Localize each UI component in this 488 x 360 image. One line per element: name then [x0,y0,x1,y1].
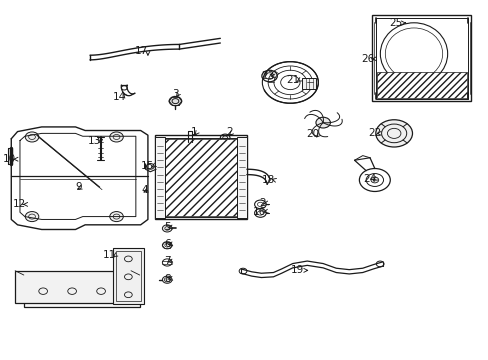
Bar [375,18,467,99]
Text: 7: 7 [163,256,170,266]
Text: 11: 11 [103,249,116,260]
Text: 19: 19 [290,265,303,275]
Bar [155,137,164,218]
Text: 22: 22 [367,129,380,138]
Bar [112,248,144,304]
Text: 6: 6 [163,239,170,249]
Circle shape [315,117,330,128]
Circle shape [370,177,378,183]
Circle shape [25,212,39,222]
Bar [24,275,140,307]
Bar [376,72,466,98]
Text: 12: 12 [13,199,26,210]
Bar [116,251,141,301]
Text: 5: 5 [163,222,170,232]
Circle shape [375,120,412,147]
Text: 25: 25 [388,18,402,28]
Circle shape [109,132,123,142]
Text: 15: 15 [141,161,154,171]
Text: 26: 26 [361,54,374,64]
Circle shape [25,132,39,142]
Text: 24: 24 [362,174,376,184]
Text: 2: 2 [259,198,265,208]
Text: 17: 17 [134,46,147,56]
Text: 9: 9 [75,182,81,192]
Text: 10: 10 [3,154,16,164]
Text: 14: 14 [113,92,126,102]
Bar [155,135,246,220]
Text: 20: 20 [305,129,319,139]
Text: 8: 8 [163,274,170,284]
Circle shape [220,134,229,141]
Circle shape [162,276,172,283]
Text: 2: 2 [225,127,232,137]
Circle shape [162,225,172,232]
Text: 1: 1 [191,127,197,136]
Text: 3: 3 [171,89,178,99]
Bar [372,15,470,101]
Bar [237,137,246,218]
Text: 23: 23 [261,71,274,81]
Circle shape [109,212,123,222]
Bar [160,139,242,216]
Text: 16: 16 [252,207,265,217]
Text: 13: 13 [87,136,101,145]
Text: 18: 18 [261,175,274,185]
Text: 21: 21 [285,75,299,85]
Bar [302,78,315,89]
Circle shape [169,96,182,106]
Text: 4: 4 [141,185,147,195]
Bar [158,138,243,217]
Bar [15,271,131,303]
